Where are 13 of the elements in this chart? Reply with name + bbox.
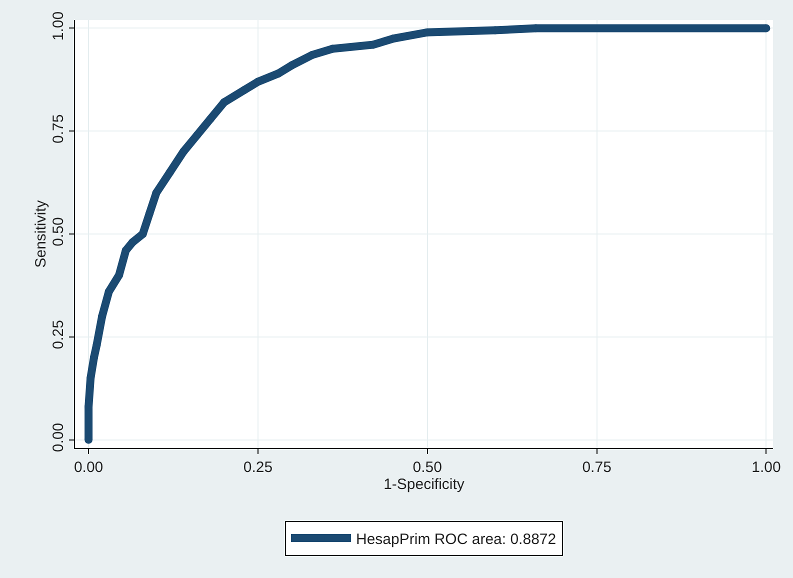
x-tick-label: 0.00 — [74, 459, 104, 476]
x-tick-label: 0.25 — [243, 459, 273, 476]
x-axis-title: 1-Specificity — [384, 476, 465, 493]
x-tick-label: 1.00 — [752, 459, 781, 476]
x-tick-label: 0.75 — [582, 459, 612, 476]
y-tick-label: 0.75 — [50, 114, 67, 144]
y-tick-label: 0.00 — [50, 422, 67, 452]
legend-label: HesapPrim ROC area: 0.8872 — [356, 530, 556, 548]
x-tick-label: 0.50 — [412, 459, 442, 476]
y-tick-label: 0.50 — [50, 217, 67, 246]
y-tick-label: 1.00 — [50, 11, 67, 41]
y-tick-label: 0.25 — [50, 320, 67, 350]
y-axis-title: Sensitivity — [32, 200, 50, 268]
